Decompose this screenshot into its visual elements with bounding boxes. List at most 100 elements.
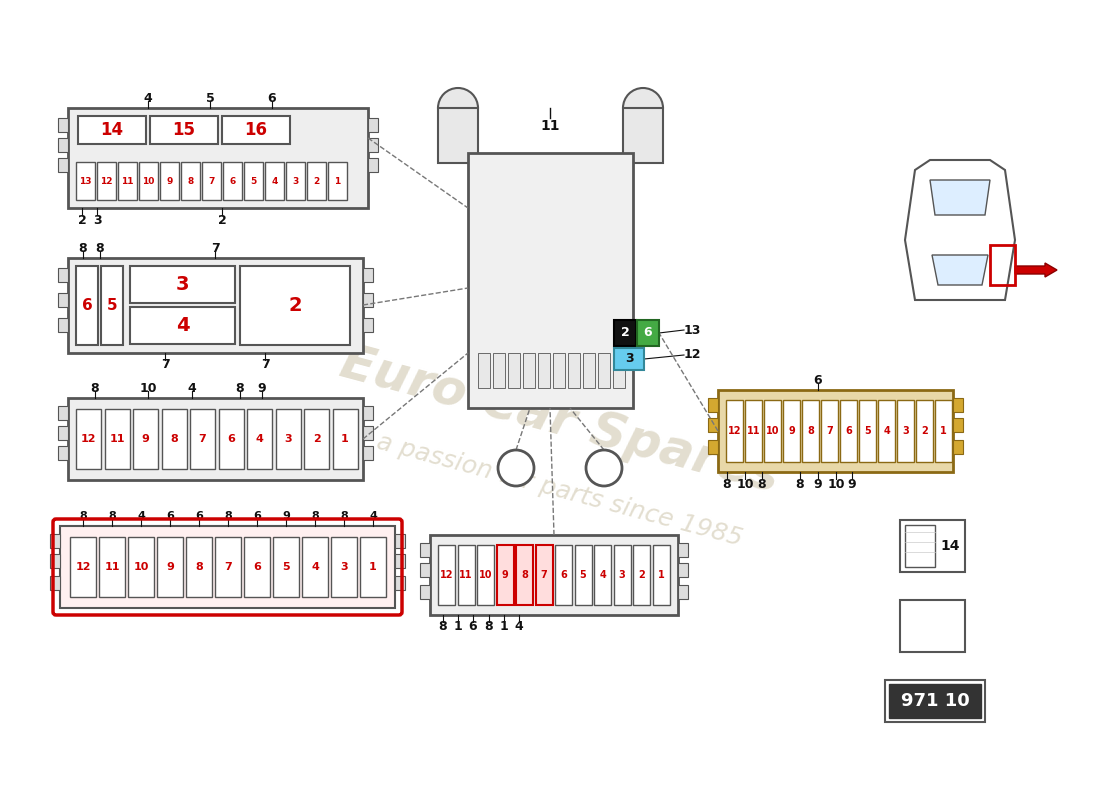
Bar xyxy=(68,258,363,353)
Bar xyxy=(363,426,373,440)
Bar xyxy=(802,400,820,462)
Bar xyxy=(478,353,490,388)
Text: 9: 9 xyxy=(166,177,173,186)
Bar xyxy=(516,545,534,605)
Bar xyxy=(363,318,373,332)
Bar xyxy=(50,576,60,590)
Bar xyxy=(613,353,625,388)
Bar xyxy=(889,684,981,718)
Bar xyxy=(594,545,610,605)
Bar xyxy=(990,245,1015,285)
Bar xyxy=(302,537,328,597)
Bar xyxy=(101,266,123,345)
Text: 9: 9 xyxy=(814,478,823,490)
Bar xyxy=(916,400,933,462)
Bar xyxy=(240,266,350,345)
Text: 7: 7 xyxy=(208,177,214,186)
Bar xyxy=(522,353,535,388)
Bar xyxy=(363,446,373,460)
Text: 8: 8 xyxy=(108,511,115,521)
Bar xyxy=(150,116,218,144)
Text: 12: 12 xyxy=(100,177,112,186)
Text: 1: 1 xyxy=(370,562,377,572)
Bar xyxy=(273,537,299,597)
Text: 1: 1 xyxy=(940,426,947,436)
Bar xyxy=(223,162,242,200)
Bar xyxy=(905,525,935,567)
Bar xyxy=(900,600,965,652)
Text: 4: 4 xyxy=(311,562,319,572)
Bar xyxy=(637,320,659,346)
Bar xyxy=(363,293,373,307)
Bar xyxy=(202,162,221,200)
Text: 3: 3 xyxy=(176,275,189,294)
Bar xyxy=(139,162,158,200)
Text: 12: 12 xyxy=(75,562,90,572)
Text: 3: 3 xyxy=(293,177,298,186)
Text: 3: 3 xyxy=(340,562,348,572)
Bar xyxy=(478,378,623,396)
Text: 13: 13 xyxy=(683,323,701,337)
Text: 5: 5 xyxy=(107,298,118,313)
Bar xyxy=(58,118,68,132)
Text: 11: 11 xyxy=(121,177,134,186)
Bar xyxy=(878,400,895,462)
Bar xyxy=(478,343,623,361)
Bar xyxy=(368,118,378,132)
Text: 6: 6 xyxy=(814,374,823,386)
Text: 8: 8 xyxy=(807,426,814,436)
Bar xyxy=(395,534,405,548)
Bar xyxy=(395,576,405,590)
Text: 1: 1 xyxy=(499,621,508,634)
Text: 12: 12 xyxy=(440,570,453,580)
Text: 4: 4 xyxy=(370,511,377,521)
Bar xyxy=(953,398,962,412)
Bar xyxy=(363,268,373,282)
Bar xyxy=(556,545,572,605)
Circle shape xyxy=(438,88,478,128)
Bar xyxy=(783,400,800,462)
Text: 8: 8 xyxy=(90,382,99,394)
Bar xyxy=(78,116,146,144)
Text: 9: 9 xyxy=(142,434,150,444)
Bar xyxy=(623,108,663,163)
Text: 6: 6 xyxy=(845,426,851,436)
Bar xyxy=(58,293,68,307)
Bar xyxy=(58,268,68,282)
Bar xyxy=(395,554,405,568)
Text: a passion for parts since 1985: a passion for parts since 1985 xyxy=(374,430,746,550)
Text: 9: 9 xyxy=(166,562,174,572)
Bar xyxy=(265,162,284,200)
Text: 4: 4 xyxy=(272,177,277,186)
Text: 14: 14 xyxy=(940,539,959,553)
Bar xyxy=(598,353,611,388)
Text: 11: 11 xyxy=(540,119,560,133)
Bar xyxy=(363,406,373,420)
Bar xyxy=(244,162,263,200)
Text: 5: 5 xyxy=(865,426,871,436)
Circle shape xyxy=(623,88,663,128)
Bar xyxy=(478,303,623,321)
Bar xyxy=(248,409,272,469)
Text: 10: 10 xyxy=(827,478,845,490)
Text: 2: 2 xyxy=(620,326,629,339)
Bar xyxy=(493,353,505,388)
Bar xyxy=(652,545,670,605)
Bar xyxy=(182,162,200,200)
Bar xyxy=(162,409,187,469)
Bar xyxy=(128,537,154,597)
Bar xyxy=(58,158,68,172)
Text: 11: 11 xyxy=(460,570,473,580)
Bar xyxy=(583,353,595,388)
Bar xyxy=(614,545,630,605)
Text: 6: 6 xyxy=(230,177,235,186)
Text: 3: 3 xyxy=(618,570,626,580)
Bar xyxy=(718,390,953,472)
Text: 10: 10 xyxy=(133,562,148,572)
Text: 6: 6 xyxy=(81,298,92,313)
Bar xyxy=(886,680,984,722)
Text: 2: 2 xyxy=(78,214,87,226)
Bar xyxy=(745,400,762,462)
Bar xyxy=(553,353,565,388)
Bar xyxy=(708,398,718,412)
